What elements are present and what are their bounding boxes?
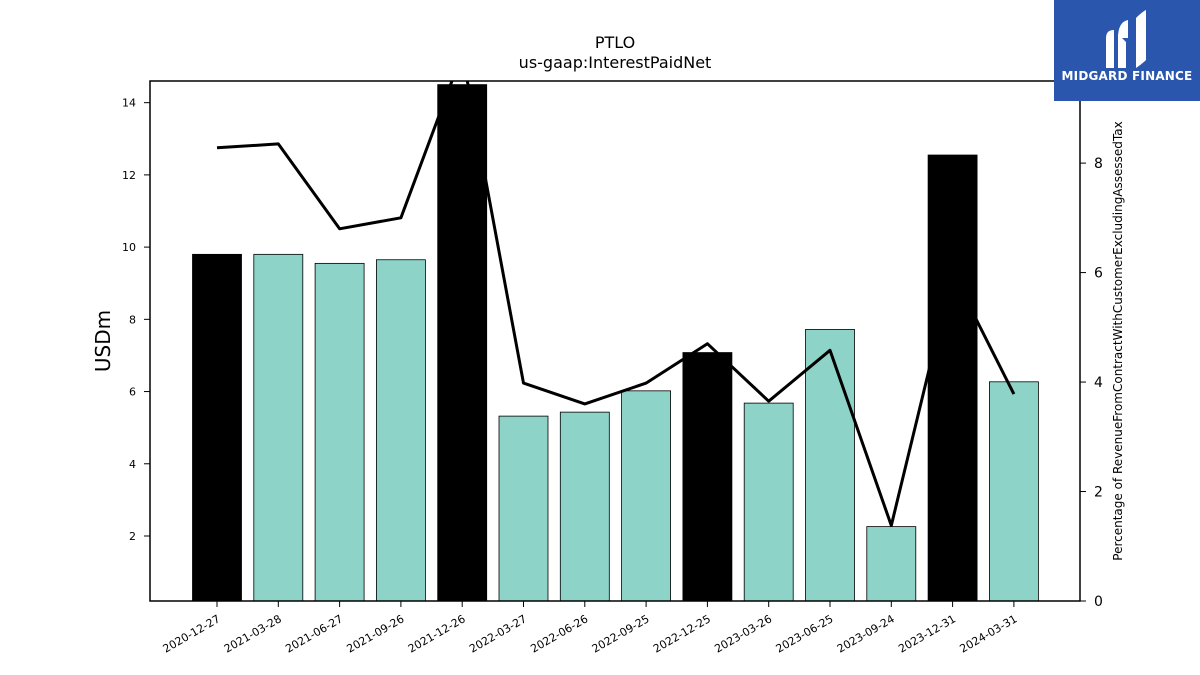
bars-group: [192, 84, 1039, 602]
y-tick-label: 8: [129, 313, 136, 326]
bar: [805, 329, 855, 602]
x-tick-label: 2021-09-26: [345, 612, 407, 655]
series-line: [216, 81, 1016, 527]
bar: [866, 526, 917, 602]
bar: [375, 259, 426, 602]
bar: [253, 253, 304, 602]
y-axis: 2 4 6 8 10 12 14: [122, 97, 150, 543]
y2-tick-label: 4: [1094, 375, 1103, 391]
x-tick-label: 2021-06-27: [283, 612, 345, 655]
x-tick-label: 2020-12-27: [161, 612, 223, 655]
bar: [682, 352, 733, 602]
x-tick-label: 2021-12-26: [406, 612, 468, 655]
chart-subtitle: us-gaap:InterestPaidNet: [519, 53, 712, 72]
x-axis: 2020-12-27 2021-03-28 2021-06-27 2021-09-26…: [161, 601, 1020, 656]
line-group: [216, 81, 1016, 527]
plot-frame: [149, 80, 1081, 602]
midgard-logo-icon: [1106, 10, 1146, 68]
x-tick-label: 2023-12-31: [896, 612, 958, 655]
bar: [743, 402, 794, 602]
bar: [927, 154, 978, 602]
x-tick-label: 2021-03-28: [222, 612, 284, 655]
bar: [192, 253, 242, 602]
brand-name: MIDGARD FINANCE: [1061, 69, 1193, 83]
y-tick-label: 4: [129, 458, 136, 471]
bar: [314, 262, 365, 602]
brand-logo: MIDGARD FINANCE: [1054, 0, 1200, 101]
x-tick-label: 2024-03-31: [958, 612, 1020, 655]
x-tick-label: 2023-06-25: [774, 612, 836, 655]
bar: [989, 381, 1039, 602]
y2-axis: 0 2 4 6 8: [1080, 156, 1103, 610]
bar: [559, 411, 610, 602]
y-tick-label: 12: [122, 169, 136, 182]
y-tick-label: 10: [122, 241, 136, 254]
y2-tick-label: 0: [1094, 594, 1103, 610]
y2-tick-label: 8: [1094, 156, 1103, 172]
bar: [437, 84, 488, 602]
x-tick-label: 2022-12-25: [651, 612, 713, 655]
x-tick-label: 2022-03-27: [467, 612, 529, 655]
y-axis-label: USDm: [91, 310, 115, 372]
y-tick-label: 2: [129, 530, 136, 543]
x-tick-label: 2022-09-25: [590, 612, 652, 655]
y2-tick-label: 2: [1094, 485, 1103, 501]
bar: [621, 390, 671, 602]
y-tick-label: 6: [129, 386, 136, 399]
x-tick-label: 2023-09-24: [835, 612, 897, 655]
chart-title: PTLO: [595, 33, 635, 52]
y-tick-label: 14: [122, 97, 136, 110]
x-tick-label: 2023-03-26: [712, 612, 774, 655]
y2-tick-label: 6: [1094, 266, 1103, 282]
x-tick-label: 2022-06-26: [528, 612, 590, 655]
bar: [498, 415, 549, 602]
y2-axis-label: Percentage of RevenueFromContractWithCus…: [1111, 121, 1125, 560]
